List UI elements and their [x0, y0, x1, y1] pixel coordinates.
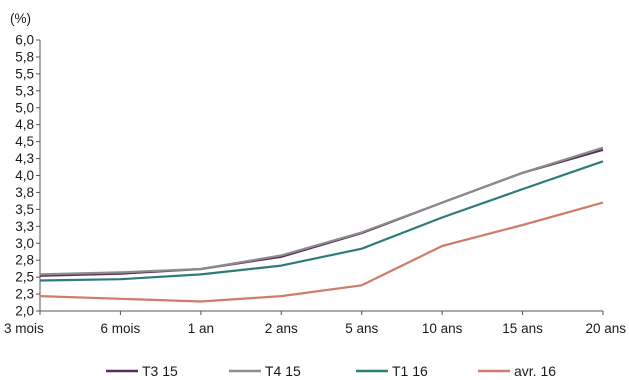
y-tick-label: 2,5 [15, 270, 34, 285]
y-tick-label: 5,0 [15, 100, 34, 115]
y-tick-label: 4,8 [15, 117, 34, 132]
x-tick-label: 20 ans [585, 321, 626, 336]
series-lines [39, 146, 604, 303]
y-tick-label: 4,5 [15, 134, 34, 149]
legend-label: T4 15 [265, 363, 301, 379]
series-line [39, 201, 604, 303]
y-unit-label: (%) [10, 11, 31, 26]
legend: T3 15 T4 15 T1 16 avr. 16 [106, 363, 556, 379]
x-tick-label: 15 ans [502, 321, 543, 336]
y-tick-label: 3,0 [15, 236, 34, 251]
x-tick-label: 10 ans [422, 321, 463, 336]
y-tick-label: 4,3 [15, 151, 34, 166]
series-line [39, 160, 604, 282]
x-tick-label: 2 ans [265, 321, 298, 336]
x-tick-label: 6 mois [101, 321, 141, 336]
y-tick-label: 5,8 [15, 49, 34, 64]
legend-label: avr. 16 [514, 363, 556, 379]
legend-label: T1 16 [392, 363, 428, 379]
tick-labels: 6,05,8 5,5 5,3 5,0 4,8 4,5 4,3 4,0 3,8 3,5 3,3 3,0 2… [4, 33, 626, 337]
y-tick-label: 5,3 [15, 83, 34, 98]
y-tick-label: 5,5 [15, 66, 34, 81]
legend-label: T3 15 [142, 363, 178, 379]
y-tick-label: 2,0 [15, 304, 34, 319]
x-tick-label: 1 an [188, 321, 214, 336]
x-tick-label: 5 ans [345, 321, 378, 336]
series-line [39, 146, 604, 276]
y-tick-label: 3,8 [15, 185, 34, 200]
y-tick-label: 2,3 [15, 287, 34, 302]
x-tick-label: 3 mois [4, 321, 44, 336]
y-tick-label: 4,0 [15, 168, 34, 183]
y-tick-label: 3,3 [15, 219, 34, 234]
axes [36, 39, 604, 315]
y-tick-label: 2,8 [15, 253, 34, 268]
y-tick-label: 6,0 [15, 33, 34, 48]
y-tick-label: 3,5 [15, 202, 34, 217]
